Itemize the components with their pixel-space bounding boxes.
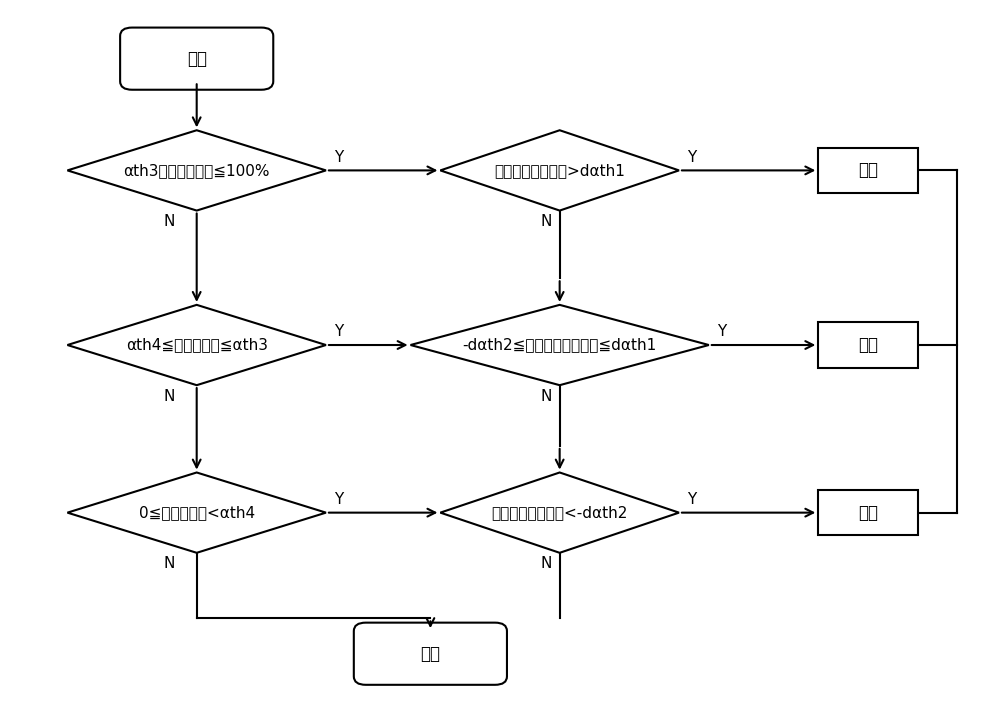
- Text: 节气门开度变化率>dαth1: 节气门开度变化率>dαth1: [494, 163, 625, 178]
- Text: 退出: 退出: [420, 645, 440, 662]
- Text: N: N: [163, 214, 175, 229]
- Bar: [818, 490, 918, 535]
- Text: 减速: 减速: [858, 503, 878, 522]
- Polygon shape: [411, 305, 709, 385]
- Text: N: N: [540, 389, 552, 403]
- Polygon shape: [440, 472, 679, 553]
- Text: Y: Y: [334, 325, 343, 339]
- Text: N: N: [163, 556, 175, 571]
- Text: 开始: 开始: [187, 50, 207, 68]
- Polygon shape: [67, 130, 326, 210]
- Polygon shape: [440, 130, 679, 210]
- Text: 节气门开度变化率<-dαth2: 节气门开度变化率<-dαth2: [491, 505, 628, 520]
- FancyBboxPatch shape: [354, 622, 507, 685]
- Text: Y: Y: [334, 150, 343, 165]
- Text: 匀速: 匀速: [858, 336, 878, 354]
- Text: -dαth2≦节气门开度变化率≦dαth1: -dαth2≦节气门开度变化率≦dαth1: [463, 337, 657, 353]
- Text: αth3＜节气门开度≦100%: αth3＜节气门开度≦100%: [123, 163, 270, 178]
- Text: Y: Y: [687, 492, 696, 507]
- Text: 加速: 加速: [858, 161, 878, 180]
- Text: Y: Y: [687, 150, 696, 165]
- Text: Y: Y: [334, 492, 343, 507]
- Text: αth4≦节气门开度≦αth3: αth4≦节气门开度≦αth3: [126, 337, 268, 353]
- Text: N: N: [540, 214, 552, 229]
- Polygon shape: [67, 305, 326, 385]
- Text: N: N: [163, 389, 175, 403]
- Bar: [818, 148, 918, 193]
- FancyBboxPatch shape: [120, 27, 273, 89]
- Text: 0≦节气门开度<αth4: 0≦节气门开度<αth4: [139, 505, 255, 520]
- Bar: [818, 322, 918, 367]
- Polygon shape: [67, 472, 326, 553]
- Text: N: N: [540, 556, 552, 571]
- Text: Y: Y: [717, 325, 726, 339]
